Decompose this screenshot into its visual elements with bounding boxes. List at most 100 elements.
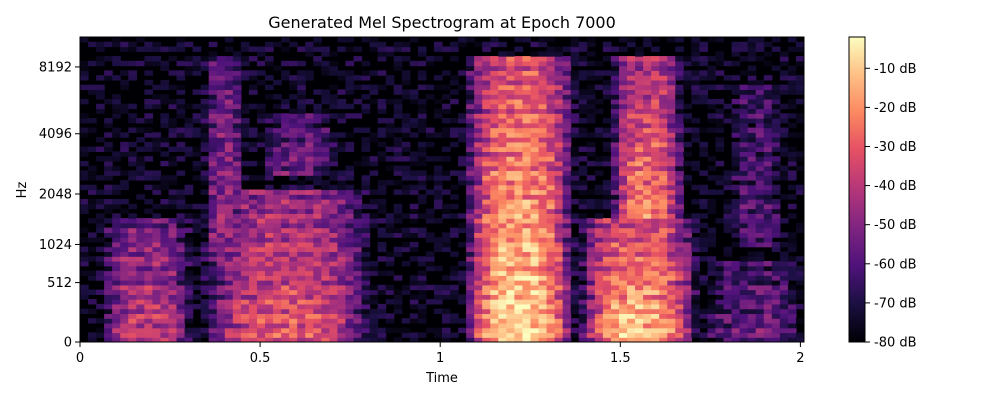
heatmap-cell — [273, 42, 282, 47]
heatmap-cell — [764, 123, 773, 128]
heatmap-cell — [241, 108, 250, 113]
heatmap-cell — [217, 237, 226, 242]
heatmap-cell — [490, 232, 499, 237]
heatmap-cell — [498, 118, 507, 123]
heatmap-cell — [691, 313, 700, 318]
heatmap-cell — [96, 261, 105, 266]
heatmap-cell — [667, 290, 676, 295]
heatmap-cell — [643, 37, 652, 42]
heatmap-cell — [547, 218, 556, 223]
heatmap-cell — [587, 199, 596, 204]
heatmap-cell — [136, 304, 145, 309]
heatmap-cell — [249, 70, 258, 75]
heatmap-cell — [466, 261, 475, 266]
heatmap-cell — [450, 194, 459, 199]
heatmap-cell — [144, 266, 153, 271]
heatmap-cell — [241, 232, 250, 237]
heatmap-cell — [611, 118, 620, 123]
heatmap-cell — [233, 180, 242, 185]
heatmap-cell — [498, 218, 507, 223]
heatmap-cell — [217, 290, 226, 295]
heatmap-cell — [321, 266, 330, 271]
heatmap-cell — [120, 256, 129, 261]
heatmap-cell — [458, 113, 467, 118]
heatmap-cell — [362, 180, 371, 185]
heatmap-cell — [579, 218, 588, 223]
heatmap-cell — [225, 132, 234, 137]
heatmap-cell — [450, 170, 459, 175]
heatmap-cell — [362, 161, 371, 166]
heatmap-cell — [337, 147, 346, 152]
heatmap-cell — [370, 218, 379, 223]
heatmap-cell — [305, 228, 314, 233]
heatmap-cell — [611, 128, 620, 133]
heatmap-cell — [378, 309, 387, 314]
heatmap-cell — [619, 104, 628, 109]
heatmap-cell — [555, 51, 564, 56]
heatmap-cell — [249, 104, 258, 109]
heatmap-cell — [547, 80, 556, 85]
heatmap-cell — [354, 247, 363, 252]
heatmap-cell — [249, 213, 258, 218]
heatmap-cell — [273, 285, 282, 290]
heatmap-cell — [555, 213, 564, 218]
heatmap-cell — [659, 166, 668, 171]
heatmap-cell — [539, 271, 548, 276]
heatmap-cell — [177, 242, 186, 247]
heatmap-cell — [659, 251, 668, 256]
heatmap-cell — [522, 275, 531, 280]
heatmap-cell — [209, 89, 218, 94]
heatmap-cell — [780, 266, 789, 271]
heatmap-cell — [498, 180, 507, 185]
heatmap-cell — [635, 318, 644, 323]
heatmap-cell — [120, 223, 129, 228]
heatmap-cell — [732, 271, 741, 276]
heatmap-cell — [354, 128, 363, 133]
heatmap-cell — [756, 175, 765, 180]
heatmap-cell — [635, 242, 644, 247]
heatmap-cell — [490, 266, 499, 271]
heatmap-cell — [297, 151, 306, 156]
heatmap-cell — [522, 209, 531, 214]
heatmap-cell — [748, 94, 757, 99]
heatmap-cell — [579, 132, 588, 137]
heatmap-cell — [386, 80, 395, 85]
heatmap-cell — [426, 209, 435, 214]
heatmap-cell — [281, 218, 290, 223]
heatmap-cell — [659, 228, 668, 233]
heatmap-cell — [643, 142, 652, 147]
heatmap-cell — [104, 285, 113, 290]
heatmap-cell — [595, 275, 604, 280]
heatmap-cell — [305, 271, 314, 276]
heatmap-cell — [780, 318, 789, 323]
heatmap-cell — [635, 51, 644, 56]
heatmap-cell — [788, 80, 797, 85]
heatmap-cell — [378, 304, 387, 309]
heatmap-cell — [386, 261, 395, 266]
heatmap-cell — [354, 328, 363, 333]
heatmap-cell — [611, 313, 620, 318]
heatmap-cell — [772, 147, 781, 152]
heatmap-cell — [732, 47, 741, 52]
heatmap-cell — [152, 99, 161, 104]
heatmap-cell — [506, 80, 515, 85]
heatmap-cell — [378, 285, 387, 290]
heatmap-cell — [691, 75, 700, 80]
heatmap-cell — [168, 261, 177, 266]
heatmap-cell — [112, 328, 121, 333]
heatmap-cell — [233, 309, 242, 314]
heatmap-cell — [410, 61, 419, 66]
heatmap-cell — [96, 332, 105, 337]
heatmap-cell — [643, 175, 652, 180]
heatmap-cell — [587, 237, 596, 242]
heatmap-cell — [217, 190, 226, 195]
heatmap-cell — [345, 280, 354, 285]
heatmap-cell — [740, 175, 749, 180]
heatmap-cell — [410, 256, 419, 261]
heatmap-cell — [185, 204, 194, 209]
heatmap-cell — [635, 161, 644, 166]
heatmap-cell — [555, 228, 564, 233]
heatmap-cell — [651, 275, 660, 280]
heatmap-cell — [265, 113, 274, 118]
heatmap-cell — [112, 223, 121, 228]
